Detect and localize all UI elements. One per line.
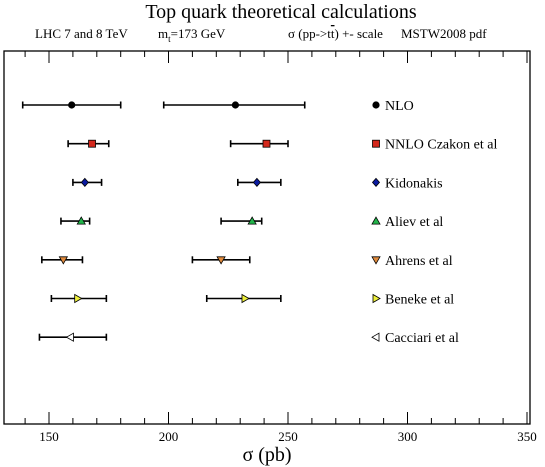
data-point xyxy=(262,139,271,148)
legend-label: Aliev et al xyxy=(385,215,443,230)
subtitle-top-mass: mt=173 GeV xyxy=(158,26,226,44)
legend-label: Ahrens et al xyxy=(385,254,453,269)
chart-title: Top quark theoretical calculations xyxy=(145,1,416,23)
data-point xyxy=(252,177,261,188)
legend-label: NLO xyxy=(385,99,414,114)
data-point xyxy=(88,139,96,148)
x-tick-label: 150 xyxy=(39,429,59,444)
subtitle-pdf: MSTW2008 pdf xyxy=(401,26,487,41)
x-tick-label: 350 xyxy=(517,429,537,444)
x-tick-label: 250 xyxy=(278,429,298,444)
legend-marker xyxy=(372,293,381,304)
x-axis: 150 200 250 300 350 xyxy=(24,51,537,444)
subtitle-energy: LHC 7 and 8 TeV xyxy=(35,26,128,41)
data-point xyxy=(65,332,74,342)
data-point xyxy=(241,293,250,304)
data-point xyxy=(247,216,257,225)
legend-marker xyxy=(371,216,381,225)
data-point xyxy=(74,293,83,304)
data-point xyxy=(58,256,69,265)
legend-label: Kidonakis xyxy=(385,176,443,191)
data-markers xyxy=(58,101,271,342)
legend-marker xyxy=(372,101,380,109)
legend-label: Cacciari et al xyxy=(385,331,459,346)
legend-marker xyxy=(371,332,380,342)
legend-label: NNLO Czakon et al xyxy=(385,138,497,153)
error-bars xyxy=(21,101,306,341)
data-point xyxy=(68,101,76,109)
data-point xyxy=(216,256,226,265)
legend-marker xyxy=(371,177,381,188)
x-tick-label: 200 xyxy=(159,429,179,444)
legend-marker xyxy=(372,139,380,148)
chart-subtitle: LHC 7 and 8 TeV mt=173 GeV σ (pp->tt) +-… xyxy=(35,26,487,44)
data-point xyxy=(76,216,86,225)
legend-label: Beneke et al xyxy=(385,293,454,308)
plot-frame xyxy=(3,50,531,425)
legend-marker xyxy=(371,256,381,265)
data-point xyxy=(231,101,240,109)
legend: NLO NNLO Czakon et al Kidonakis Aliev et al… xyxy=(371,99,497,346)
subtitle-process: σ (pp->tt) +- scale xyxy=(288,26,383,41)
data-point xyxy=(80,177,89,188)
x-axis-label: σ (pb) xyxy=(242,444,291,466)
x-tick-label: 300 xyxy=(398,429,418,444)
